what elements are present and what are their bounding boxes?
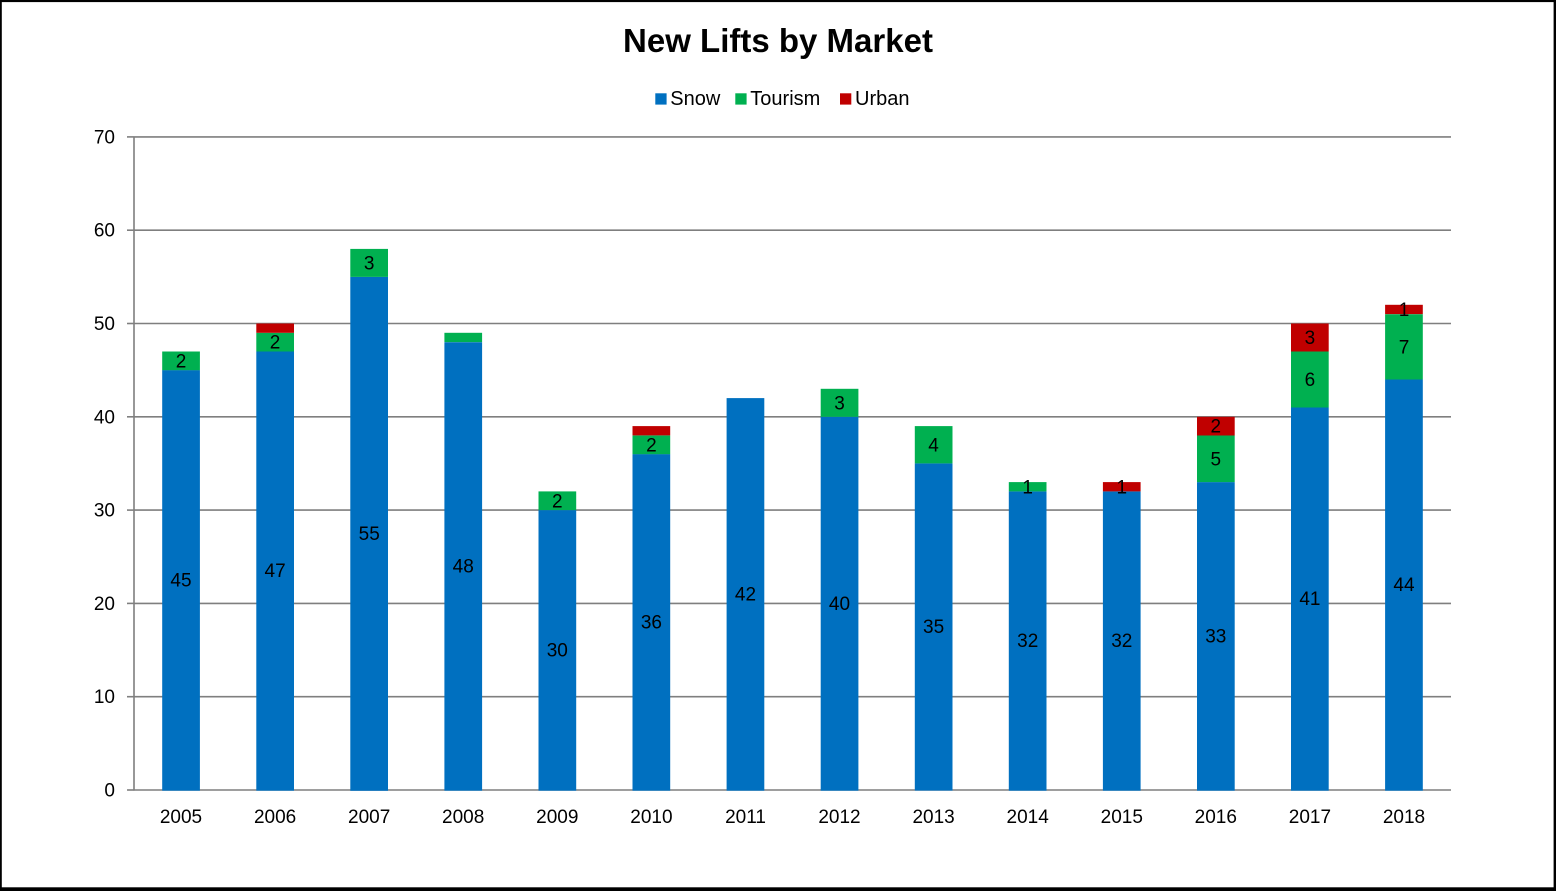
svg-text:3: 3: [1305, 328, 1316, 349]
svg-text:50: 50: [94, 314, 115, 335]
svg-text:2: 2: [646, 435, 657, 456]
svg-text:2007: 2007: [348, 807, 390, 828]
svg-text:70: 70: [94, 127, 115, 148]
svg-text:55: 55: [359, 524, 380, 545]
svg-text:32: 32: [1111, 631, 1132, 652]
svg-text:2: 2: [176, 351, 187, 372]
svg-text:2009: 2009: [536, 807, 578, 828]
svg-text:3: 3: [834, 393, 845, 414]
svg-text:6: 6: [1305, 370, 1316, 391]
svg-text:2013: 2013: [912, 807, 954, 828]
svg-text:2: 2: [552, 491, 563, 512]
svg-text:2010: 2010: [630, 807, 672, 828]
svg-text:1: 1: [1022, 477, 1033, 498]
svg-text:20: 20: [94, 594, 115, 615]
svg-text:35: 35: [923, 617, 944, 638]
svg-text:44: 44: [1393, 575, 1415, 596]
svg-text:2006: 2006: [254, 807, 296, 828]
svg-text:2011: 2011: [725, 807, 766, 828]
svg-text:Tourism: Tourism: [750, 88, 820, 110]
svg-text:1: 1: [1117, 477, 1128, 498]
svg-text:33: 33: [1205, 627, 1226, 648]
svg-text:2016: 2016: [1195, 807, 1237, 828]
svg-text:36: 36: [641, 613, 662, 634]
svg-text:10: 10: [94, 687, 115, 708]
svg-text:60: 60: [94, 221, 115, 242]
svg-text:2014: 2014: [1007, 807, 1050, 828]
svg-text:3: 3: [364, 253, 375, 274]
svg-text:0: 0: [104, 781, 115, 802]
svg-text:4: 4: [928, 435, 939, 456]
svg-text:5: 5: [1211, 449, 1222, 470]
svg-text:New Lifts by Market: New Lifts by Market: [623, 22, 933, 59]
svg-text:2008: 2008: [442, 807, 484, 828]
svg-text:2005: 2005: [160, 807, 202, 828]
svg-text:47: 47: [265, 561, 286, 582]
svg-text:2: 2: [1211, 417, 1222, 438]
svg-text:1: 1: [1399, 300, 1410, 321]
svg-text:2017: 2017: [1289, 807, 1331, 828]
svg-text:2: 2: [270, 333, 281, 354]
svg-text:42: 42: [735, 585, 756, 606]
svg-text:32: 32: [1017, 631, 1038, 652]
svg-text:40: 40: [94, 407, 115, 428]
svg-text:48: 48: [453, 557, 474, 578]
svg-text:45: 45: [170, 571, 191, 592]
svg-text:2018: 2018: [1383, 807, 1425, 828]
svg-text:2015: 2015: [1101, 807, 1143, 828]
svg-text:30: 30: [547, 641, 568, 662]
svg-text:2012: 2012: [818, 807, 860, 828]
svg-text:Snow: Snow: [670, 88, 721, 110]
svg-text:40: 40: [829, 594, 850, 615]
svg-text:7: 7: [1399, 337, 1410, 358]
svg-text:30: 30: [94, 501, 115, 522]
svg-text:Urban: Urban: [855, 88, 909, 110]
svg-text:41: 41: [1299, 589, 1320, 610]
